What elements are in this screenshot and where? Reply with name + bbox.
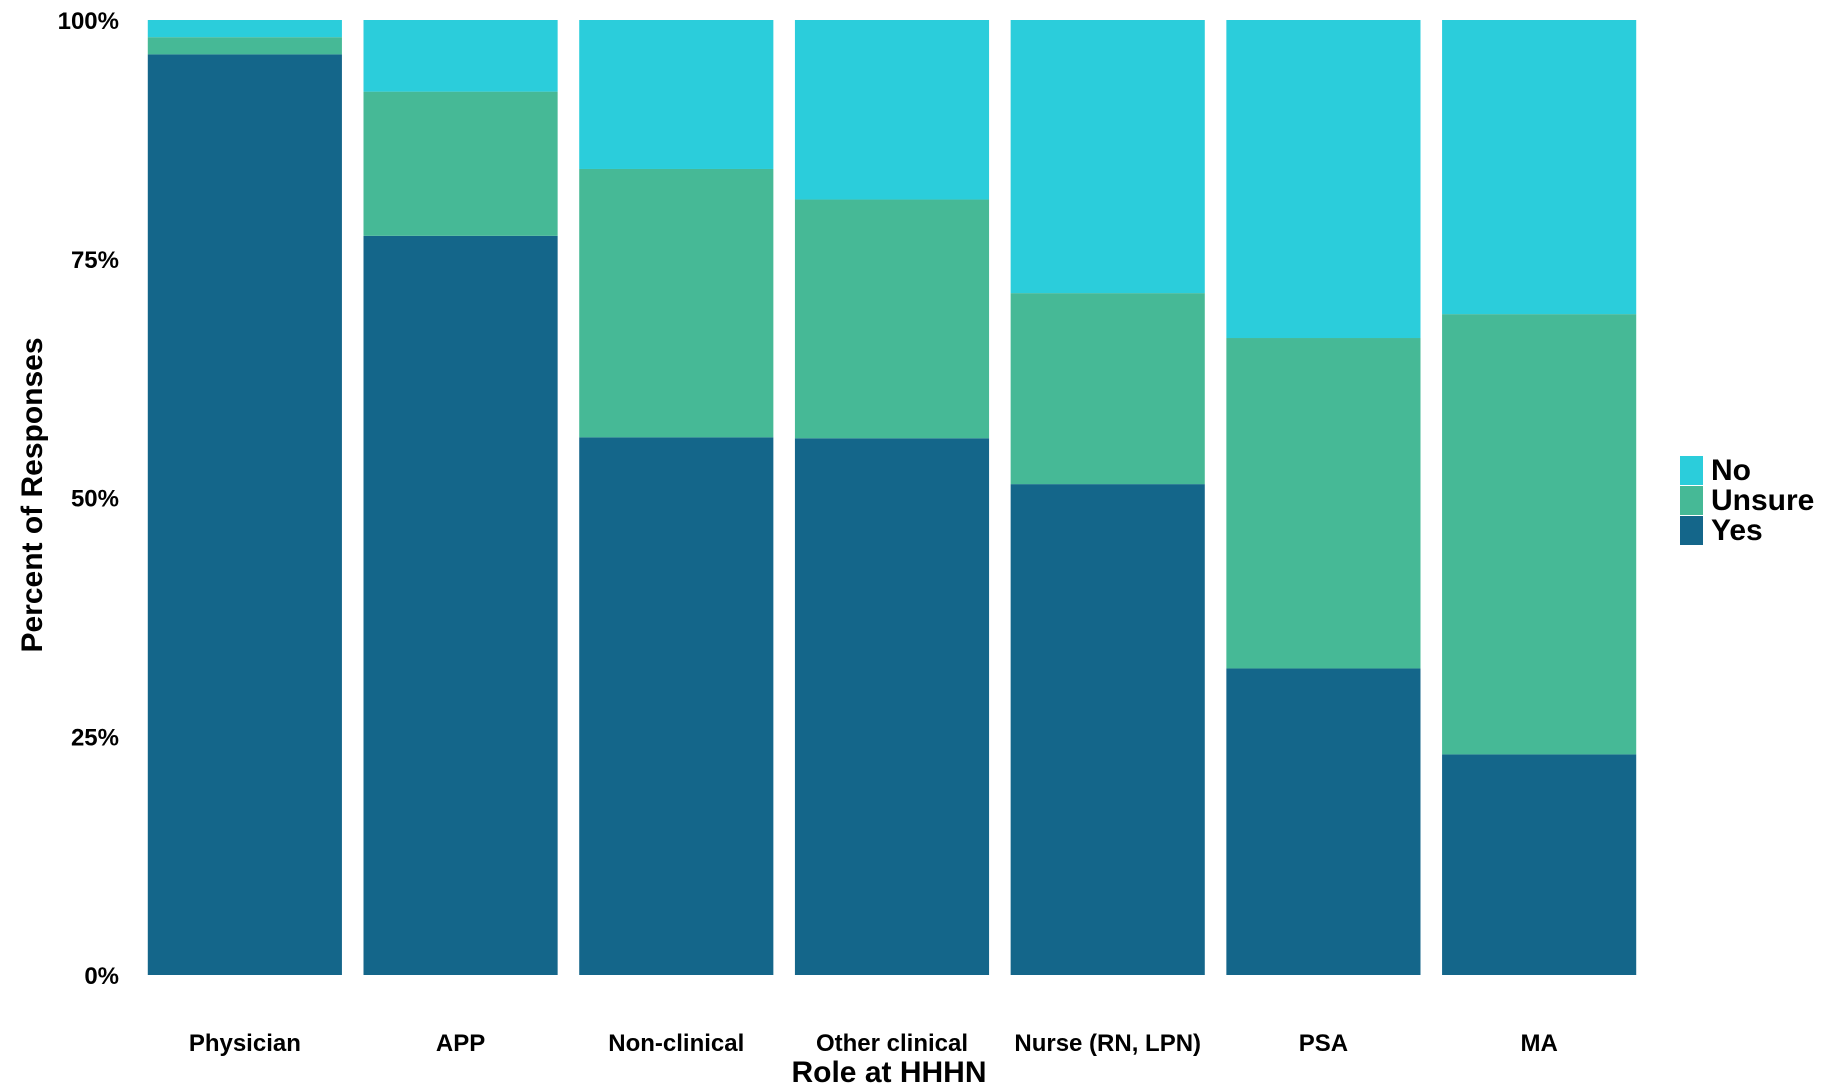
legend-label-unsure: Unsure	[1711, 484, 1814, 517]
bar-ma-no	[1442, 20, 1637, 315]
bar-ma-unsure	[1442, 314, 1637, 755]
bar-psa-no	[1226, 20, 1421, 339]
x-tick-labels: Physician APP Non-clinical Other clinical Nu…	[189, 1030, 1558, 1057]
y-axis-title: Percent of Responses	[16, 337, 49, 652]
bar-ma-yes	[1442, 754, 1637, 975]
bar-physician-unsure	[147, 37, 342, 55]
bars-layer	[147, 20, 1637, 976]
x-tick-label: APP	[436, 1030, 485, 1057]
x-tick-label: PSA	[1299, 1030, 1348, 1057]
bar-nurse-rn-lpn-unsure	[1010, 293, 1205, 485]
legend-swatch-unsure	[1680, 486, 1703, 515]
bar-psa-yes	[1226, 668, 1421, 975]
bar-other-clinical-unsure	[794, 199, 990, 439]
legend-swatch-no	[1680, 456, 1703, 485]
x-tick-label: Non-clinical	[608, 1030, 744, 1057]
bar-nurse-rn-lpn-yes	[1010, 484, 1205, 975]
bar-app-unsure	[363, 91, 558, 236]
y-tick-labels: 0% 25% 50% 75% 100%	[58, 8, 119, 990]
y-tick-label: 25%	[71, 724, 119, 751]
bar-non-clinical-yes	[579, 437, 774, 976]
y-tick-label: 50%	[71, 486, 119, 513]
y-tick-label: 100%	[58, 8, 119, 35]
legend-swatch-yes	[1680, 516, 1703, 545]
x-tick-label: MA	[1520, 1030, 1557, 1057]
bar-other-clinical-yes	[794, 438, 990, 975]
bar-physician-yes	[147, 54, 342, 975]
bar-psa-unsure	[1226, 338, 1421, 669]
bar-nurse-rn-lpn-no	[1010, 20, 1205, 294]
legend-label-no: No	[1711, 454, 1751, 487]
bar-app-yes	[363, 235, 558, 975]
x-tick-label: Nurse (RN, LPN)	[1014, 1030, 1201, 1057]
x-tick-label: Other clinical	[816, 1030, 968, 1057]
x-tick-label: Physician	[189, 1030, 301, 1057]
y-tick-label: 0%	[84, 963, 119, 990]
bar-app-no	[363, 20, 558, 92]
legend-label-yes: Yes	[1711, 514, 1763, 547]
bar-other-clinical-no	[794, 20, 990, 200]
bar-non-clinical-unsure	[579, 168, 774, 438]
bar-physician-no	[147, 20, 342, 38]
x-axis-title: Role at HHHN	[791, 1056, 986, 1088]
bar-non-clinical-no	[579, 20, 774, 169]
y-tick-label: 75%	[71, 247, 119, 274]
